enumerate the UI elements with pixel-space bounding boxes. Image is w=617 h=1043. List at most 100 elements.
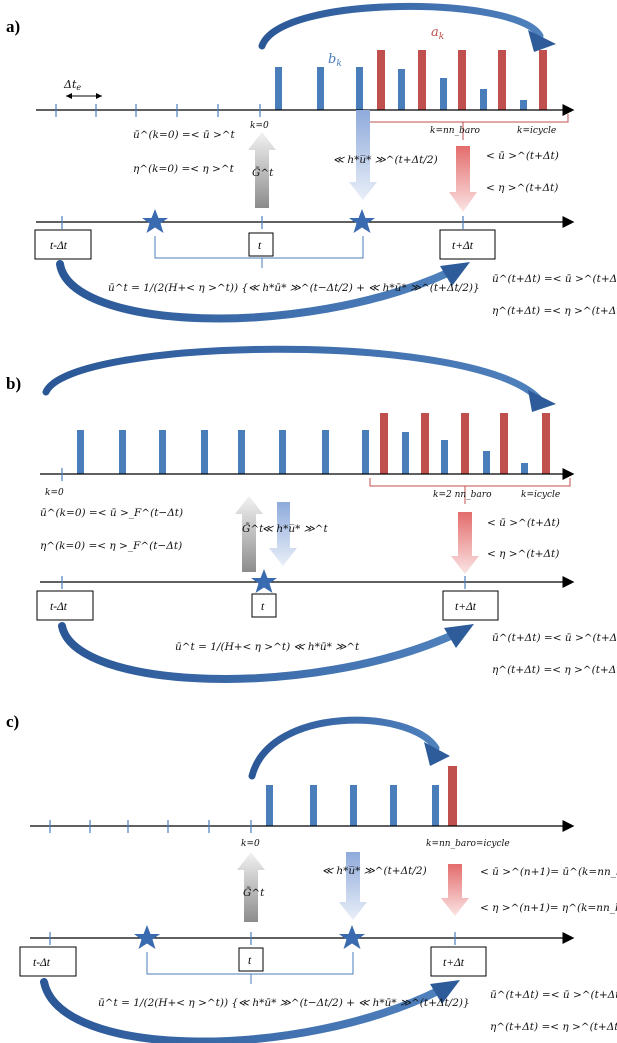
res-u: ū^(t+Δt) =< ū >^(t+Δt) (492, 632, 617, 644)
res-eta: η^(t+Δt) =< η >^(t+Δt) (492, 664, 617, 676)
bar (275, 67, 282, 110)
bar (279, 430, 286, 474)
res-eta: η^(t+Δt) =< η >^(t+Δt) (490, 1021, 617, 1033)
star-bracket (146, 952, 354, 975)
box-t-plus (430, 946, 487, 977)
box-t-plus (439, 229, 496, 260)
bar (440, 78, 447, 110)
bar (520, 100, 527, 110)
kcycle-label: k=icycle (521, 490, 560, 500)
curved-arrow-icon (258, 2, 544, 50)
box-t (238, 947, 264, 972)
G-label: G̃^t (243, 886, 265, 899)
red-bracket (367, 114, 569, 123)
bar (377, 50, 385, 110)
eq-eta0: η^(k=0) =< η >_F^(t−Δt) (40, 540, 182, 552)
bar (201, 430, 208, 474)
panel-b-label: b) (6, 374, 21, 393)
eq-eta0: η^(k=0) =< η >^t (133, 163, 235, 175)
bar (266, 785, 273, 826)
bar (322, 430, 329, 474)
bars-blue-c (266, 785, 439, 826)
box-t-minus-label: t-Δt (50, 601, 68, 613)
bars-red-a (377, 50, 547, 110)
panel-c: c) k=0 k=nn_baro=icycle G̃^t ≪ h*u̅* ≫^(… (6, 712, 617, 1043)
res-u: ū^(t+Δt) =< ū >^(t+Δt) (490, 989, 617, 1001)
bar (398, 69, 405, 110)
bar (500, 413, 508, 474)
bars-red-b (380, 413, 550, 474)
bar (458, 50, 466, 110)
bar (390, 785, 397, 826)
curved-arrow-head-icon (528, 30, 556, 52)
flux-label: ≪ h*u̅* ≫^t (262, 523, 328, 535)
box-t-minus-label: t-Δt (50, 240, 68, 252)
bar (238, 430, 245, 474)
bar (402, 432, 409, 474)
avg-u: < ū >^(t+Δt) (486, 150, 559, 162)
dt-label: Δte (63, 78, 81, 92)
box-t-plus (442, 590, 499, 621)
bar (441, 440, 448, 474)
curved-arrow-icon (40, 978, 444, 1043)
down-arrow-red-icon (451, 512, 479, 574)
bar (521, 463, 528, 474)
box-t-label: t (258, 240, 262, 252)
up-arrow-icon (237, 852, 265, 922)
avg-u: < ū >^(n+1)= ū^(k=nn_baro) (480, 866, 617, 878)
star-icon (134, 925, 160, 949)
bar (418, 50, 426, 110)
bar (317, 67, 324, 110)
box-t-plus-label: t+Δt (455, 601, 477, 613)
bar (448, 766, 457, 826)
box-t-minus-label: t-Δt (33, 957, 51, 969)
bars-blue-b (77, 430, 528, 474)
curved-arrow-icon (56, 260, 454, 323)
bar (119, 430, 126, 474)
box-t-label: t (261, 601, 265, 613)
k0-label: k=0 (45, 488, 64, 498)
box-t-minus (19, 946, 77, 977)
baro-ticks (49, 820, 252, 833)
bar (380, 413, 388, 474)
bar (421, 413, 429, 474)
up-arrow-icon (248, 132, 276, 208)
kcycle-label: k=icycle (517, 126, 556, 136)
avg-eta: < η >^(n+1)= η^(k=nn_baro) (480, 902, 617, 914)
bar (350, 785, 357, 826)
curved-arrow-icon (42, 345, 542, 402)
up-arrow-icon (235, 496, 263, 572)
box-t-plus-label: t+Δt (443, 957, 465, 969)
down-arrow-red-icon (449, 146, 477, 212)
star-icon (142, 209, 168, 233)
bar (362, 430, 369, 474)
k0-label: k=0 (250, 121, 269, 131)
down-arrow-icon (349, 110, 377, 200)
bar (542, 413, 550, 474)
star-icon (349, 209, 375, 233)
bar (159, 430, 166, 474)
res-eta: η^(t+Δt) =< η >^(t+Δt) (492, 305, 617, 317)
main-eq: ū^t = 1/(2(H+< η >^t)) {≪ h*ū* ≫^(t−Δt/2… (108, 282, 480, 294)
box-t-plus-label: t+Δt (452, 240, 474, 252)
bk-label: bk (328, 52, 342, 69)
main-eq: ū^t = 1/(H+< η >^t) ≪ h*ū* ≫^t (175, 641, 360, 653)
panel-c-label: c) (6, 712, 19, 731)
flux-label: ≪ h*u̅* ≫^(t+Δt/2) (322, 865, 427, 877)
star-icon (251, 569, 277, 593)
box-t (251, 593, 277, 618)
flux-label: ≪ h*u̅* ≫^(t+Δt/2) (333, 154, 438, 166)
knn-label: k=nn_baro=icycle (426, 839, 510, 849)
baro-ticks (55, 104, 261, 117)
red-bracket (369, 478, 571, 487)
G-label: G̃^t (252, 166, 274, 179)
box-t-minus (34, 229, 92, 260)
panel-a-label: a) (6, 17, 20, 36)
res-u: ū^(t+Δt) =< ū >^(t+Δt) (492, 273, 617, 285)
avg-u: < ū >^(t+Δt) (487, 517, 560, 529)
down-arrow-icon (269, 502, 297, 566)
bar (461, 413, 469, 474)
curved-arrow-icon (248, 716, 440, 780)
panel-a: a) bk ak (6, 2, 617, 323)
eq-u0: ū^(k=0) =< ū >^t (133, 129, 236, 141)
